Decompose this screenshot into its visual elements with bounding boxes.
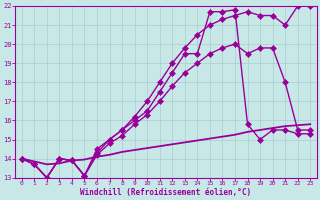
X-axis label: Windchill (Refroidissement éolien,°C): Windchill (Refroidissement éolien,°C): [80, 188, 252, 197]
